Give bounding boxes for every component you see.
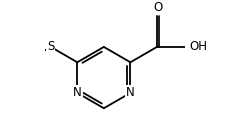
Text: O: O — [153, 1, 162, 14]
Text: OH: OH — [188, 40, 206, 53]
Text: N: N — [73, 86, 81, 99]
Text: N: N — [125, 86, 134, 99]
Text: S: S — [47, 40, 54, 53]
